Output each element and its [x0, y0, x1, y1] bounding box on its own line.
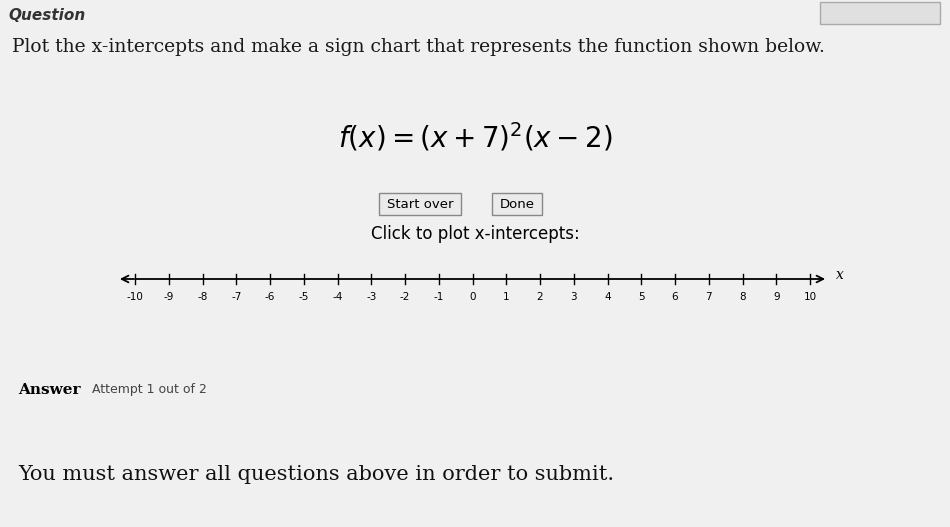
Text: -8: -8 — [198, 292, 208, 302]
Text: 10: 10 — [804, 292, 817, 302]
Text: Start over: Start over — [387, 198, 453, 210]
Text: 4: 4 — [604, 292, 611, 302]
Text: 1: 1 — [503, 292, 509, 302]
Text: Attempt 1 out of 2: Attempt 1 out of 2 — [92, 384, 207, 396]
Text: Question: Question — [8, 8, 85, 23]
Text: 0: 0 — [469, 292, 476, 302]
Text: -2: -2 — [400, 292, 410, 302]
Bar — [492, 193, 542, 215]
Text: 2: 2 — [537, 292, 543, 302]
Text: Done: Done — [500, 198, 535, 210]
Text: -4: -4 — [332, 292, 343, 302]
Text: -1: -1 — [433, 292, 444, 302]
Text: You must answer all questions above in order to submit.: You must answer all questions above in o… — [18, 465, 614, 484]
Text: Plot the x-intercepts and make a sign chart that represents the function shown b: Plot the x-intercepts and make a sign ch… — [12, 38, 825, 56]
Text: -5: -5 — [298, 292, 309, 302]
Text: x: x — [836, 268, 844, 282]
Text: 5: 5 — [638, 292, 644, 302]
Text: 7: 7 — [706, 292, 712, 302]
Text: Click to plot x-intercepts:: Click to plot x-intercepts: — [370, 225, 580, 243]
Text: -6: -6 — [265, 292, 275, 302]
Text: 3: 3 — [570, 292, 577, 302]
Text: $f(x) = (x + 7)^{2}(x - 2)$: $f(x) = (x + 7)^{2}(x - 2)$ — [338, 121, 612, 153]
Text: -3: -3 — [366, 292, 376, 302]
Bar — [820, 2, 940, 24]
Text: -7: -7 — [231, 292, 241, 302]
Text: Answer: Answer — [18, 383, 81, 397]
Text: -10: -10 — [126, 292, 143, 302]
Bar — [379, 193, 461, 215]
Text: 9: 9 — [773, 292, 780, 302]
Text: 6: 6 — [672, 292, 678, 302]
Text: -9: -9 — [163, 292, 174, 302]
Text: 8: 8 — [739, 292, 746, 302]
